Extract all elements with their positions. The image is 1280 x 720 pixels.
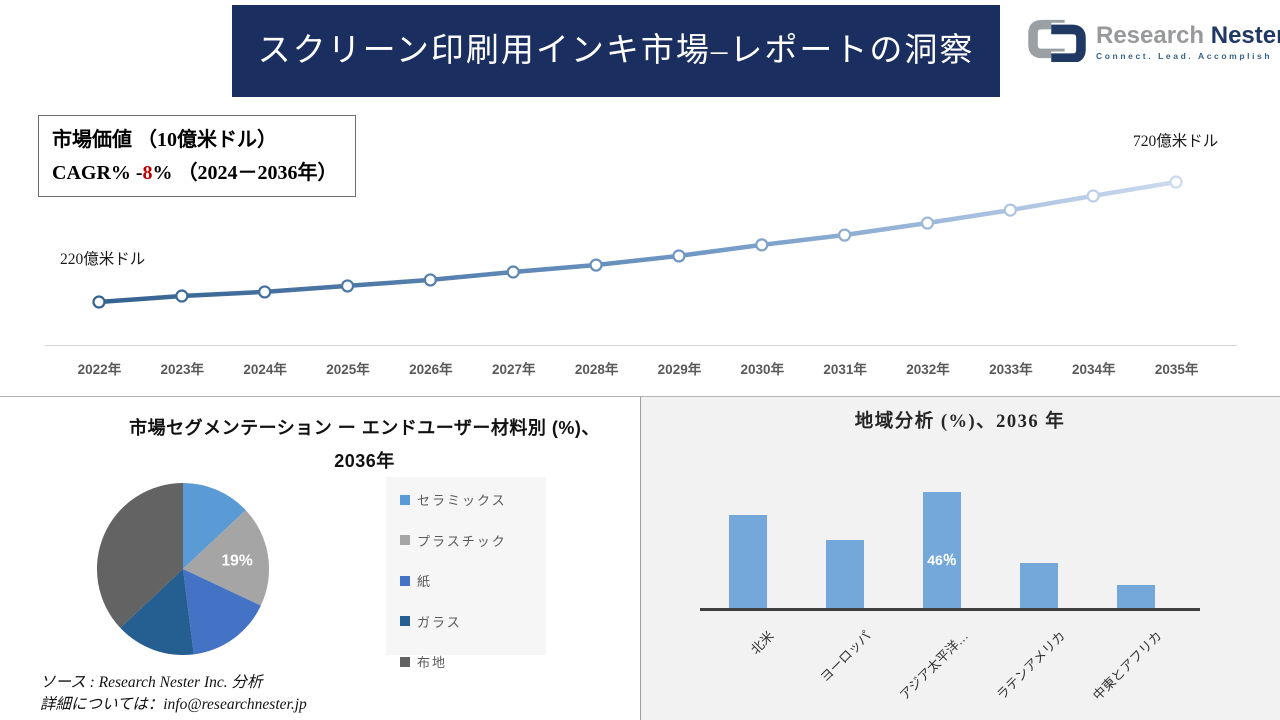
year-tick-label: 2023年 xyxy=(160,362,205,377)
bar-data-label: 46％ xyxy=(927,551,957,568)
year-tick-label: 2031年 xyxy=(823,362,867,377)
x-axis-year-labels: 2022年 2023年 2024年 2025年 2026年 2027年 2028年 2029年… xyxy=(58,358,1218,378)
year-tick-label: 2026年 xyxy=(409,362,453,377)
pie-slice xyxy=(183,510,270,606)
pie-slice xyxy=(120,569,194,656)
legend-swatch xyxy=(400,494,410,505)
cagr-value: 8 xyxy=(142,162,153,184)
year-tick-label: 2027年 xyxy=(491,362,536,377)
region-bar xyxy=(729,514,767,608)
pie-slice xyxy=(183,569,261,655)
data-point-marker xyxy=(1003,203,1017,217)
year-tick-label: 2030年 xyxy=(740,362,785,377)
year-tick-label: 2025年 xyxy=(326,362,370,377)
year-tick-label: 2035年 xyxy=(1154,362,1199,377)
start-value-label: 220億米ドル xyxy=(60,251,146,268)
region-bar xyxy=(1020,562,1058,608)
pie-slice xyxy=(183,482,246,569)
data-point-marker xyxy=(755,238,769,252)
section-divider xyxy=(0,396,1280,397)
data-point-marker xyxy=(589,258,603,272)
logo-text: Research Nester Connect. Lead. Accomplis… xyxy=(1096,22,1280,62)
data-point-marker xyxy=(92,295,106,309)
year-tick-label: 2022年 xyxy=(77,362,122,377)
research-nester-logo: Research Nester Connect. Lead. Accomplis… xyxy=(1026,16,1280,67)
region-bar xyxy=(826,539,864,608)
data-point-marker xyxy=(340,279,355,293)
bar-chart-title: 地域分析 (%)、2036 年 xyxy=(854,412,1066,432)
pie-legend: セラミックス プラスチック紙ガラス布地 xyxy=(386,477,546,670)
legend-swatch xyxy=(400,616,410,626)
segmentation-pie-chart: 19% xyxy=(96,482,270,656)
report-title-banner: スクリーン印刷用インキ市場–レポートの洞察 xyxy=(232,5,1000,97)
logo-tagline: Connect. Lead. Accomplish xyxy=(1096,51,1273,61)
year-tick-label: 2029年 xyxy=(657,362,702,377)
pie-chart-title: 市場セグメンテーション ー エンドユーザー材料別 (%)、2036年 xyxy=(129,418,600,471)
legend-label: プラスチック xyxy=(417,533,507,549)
legend-label: ガラス xyxy=(417,614,462,630)
legend-label: セラミックス xyxy=(417,493,507,508)
logo-brand-name: Research Nester xyxy=(1096,22,1280,49)
region-bar: 46％ xyxy=(923,491,961,608)
market-value-line: 市場価値 （10億米ドル） xyxy=(52,129,277,151)
page-title: スクリーン印刷用インキ市場–レポートの洞察 xyxy=(257,32,975,69)
data-point-marker xyxy=(920,216,935,230)
legend-item: セラミックス xyxy=(400,490,546,509)
source-line: ソース : Research Nester Inc. 分析 xyxy=(40,674,263,691)
data-point-marker xyxy=(175,289,189,303)
year-tick-label: 2034年 xyxy=(1071,362,1116,377)
market-value-box: 市場価値 （10億米ドル） CAGR% -8% （2024－2036年） xyxy=(38,115,356,197)
legend-label: 紙 xyxy=(417,574,433,589)
legend-item: ガラス xyxy=(400,612,546,631)
year-tick-label: 2024年 xyxy=(243,362,287,377)
data-point-marker xyxy=(672,249,686,263)
x-axis-line xyxy=(45,345,1237,346)
pie-data-label: 19% xyxy=(221,552,252,569)
data-point-marker xyxy=(1086,189,1100,203)
region-bar xyxy=(1117,585,1155,608)
data-point-marker xyxy=(838,228,852,242)
pie-slice xyxy=(96,482,183,628)
year-tick-label: 2028年 xyxy=(574,362,619,377)
year-tick-label: 2032年 xyxy=(906,362,950,377)
legend-item: 紙 xyxy=(400,571,546,590)
legend-item: プラスチック xyxy=(400,531,546,550)
data-point-marker xyxy=(1169,175,1183,189)
bar-chart-baseline xyxy=(700,608,1200,611)
data-point-marker xyxy=(258,285,272,299)
contact-line: 詳細については：info@researchnester.jp xyxy=(40,696,307,713)
legend-item: 布地 xyxy=(400,652,546,671)
legend-label: 布地 xyxy=(417,655,448,670)
chain-links-icon xyxy=(1026,16,1088,67)
legend-swatch xyxy=(400,535,410,545)
year-tick-label: 2033年 xyxy=(989,362,1033,377)
trend-line xyxy=(96,179,1179,305)
data-point-marker xyxy=(423,273,437,287)
end-value-label: 720億米ドル xyxy=(1133,133,1219,150)
legend-swatch xyxy=(400,656,410,667)
legend-swatch xyxy=(400,575,410,586)
source-note: ソース : Research Nester Inc. 分析 詳細については：in… xyxy=(40,672,307,716)
data-point-marker xyxy=(506,265,520,279)
cagr-line: CAGR% -8% （2024－2036年） xyxy=(52,162,338,184)
